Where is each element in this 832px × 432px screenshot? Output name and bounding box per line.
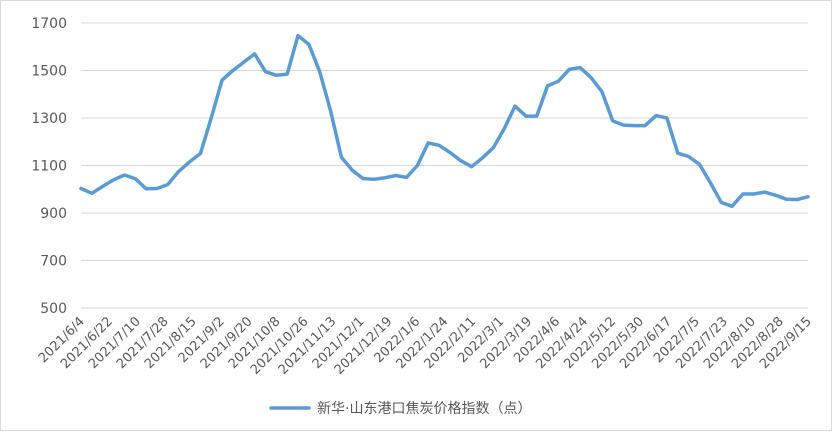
y-tick-label: 1500	[31, 64, 67, 80]
legend-label: 新华·山东港口焦炭价格指数（点）	[317, 401, 531, 417]
grid-lines	[81, 22, 808, 309]
y-tick-label: 900	[40, 206, 67, 222]
y-tick-label: 500	[40, 301, 67, 317]
legend: 新华·山东港口焦炭价格指数（点）	[269, 401, 531, 417]
y-axis-ticks: 500 700 900 1100 1300 1500 1700	[31, 16, 67, 317]
series-line-0	[79, 33, 810, 209]
y-tick-label: 700	[40, 254, 67, 270]
series-layer	[79, 33, 810, 209]
y-tick-label: 1100	[31, 159, 67, 175]
x-axis-ticks: 2021/6/42021/6/222021/7/102021/7/282021/…	[36, 314, 815, 378]
y-tick-label: 1700	[31, 16, 67, 32]
y-tick-label: 1300	[31, 111, 67, 127]
